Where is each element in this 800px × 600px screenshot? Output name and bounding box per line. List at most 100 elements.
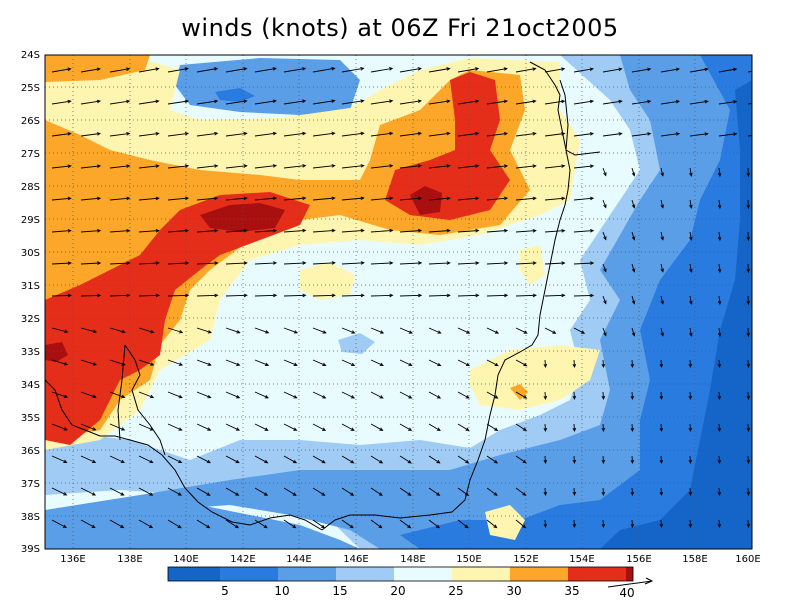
wind-arrow <box>515 423 527 431</box>
wind-arrow <box>486 100 508 105</box>
wind-arrow-head <box>206 459 212 464</box>
wind-arrow <box>51 359 68 366</box>
lat-label: 24S <box>21 50 40 61</box>
wind-arrow <box>341 455 354 464</box>
wind-arrow-head <box>589 132 595 136</box>
colorbar-frame <box>167 566 634 582</box>
wind-arrow-head <box>236 362 241 366</box>
wind-arrow <box>602 231 607 240</box>
wind-arrow-head <box>360 164 365 168</box>
wind-arrow-head <box>601 363 606 369</box>
field-10-15-north <box>175 58 360 115</box>
latitude-axis: 24S 25S 26S 27S 28S 29S 30S 31S 32S 33S … <box>21 50 40 555</box>
wind-arrow <box>196 391 211 399</box>
wind-arrow-head <box>503 99 509 104</box>
wind-arrow <box>370 519 382 529</box>
wind-arrow <box>631 487 633 496</box>
wind-arrow-head <box>302 164 307 168</box>
wind-arrow <box>660 391 662 400</box>
wind-arrow-head <box>475 164 480 168</box>
wind-arrow <box>428 294 450 297</box>
wind-arrow-head <box>647 99 652 104</box>
lon-label: 142E <box>230 554 255 565</box>
wind-arrow <box>718 455 720 464</box>
colorbar-swatch <box>220 567 278 581</box>
wind-arrow-head <box>475 67 480 71</box>
wind-arrow <box>254 100 276 105</box>
wind-arrow-head <box>503 131 509 136</box>
wind-arrow <box>428 519 440 529</box>
wind-arrow-head <box>265 330 270 334</box>
wind-arrow <box>689 519 691 528</box>
wind-arrow <box>457 262 479 265</box>
wind-arrow <box>631 327 635 336</box>
wind-arrow-head <box>91 492 97 496</box>
wind-arrow <box>167 230 189 233</box>
wind-arrow-head <box>360 228 365 233</box>
wind-arrow <box>283 229 306 233</box>
wind-arrow <box>51 294 71 297</box>
wind-arrow <box>167 68 188 73</box>
wind-arrow <box>138 487 153 496</box>
wind-arrow-head <box>331 131 336 136</box>
wind-arrow-head <box>493 459 498 464</box>
wind-arrow <box>747 359 749 368</box>
wind-arrow <box>109 327 126 333</box>
wind-arrow <box>486 519 497 528</box>
wind-arrow <box>399 165 422 169</box>
wind-arrow-head <box>91 524 96 528</box>
wind-arrow <box>138 327 154 333</box>
wind-arrow-head <box>717 268 722 274</box>
colorbar-swatch <box>626 567 633 581</box>
wind-arrow-head <box>580 330 586 334</box>
wind-arrow <box>631 68 651 73</box>
wind-arrow-head <box>552 330 557 334</box>
colorbar-label: 30 <box>506 584 521 598</box>
wind-arrow <box>718 519 720 528</box>
wind-arrow <box>196 487 211 496</box>
wind-arrow-head <box>494 395 499 399</box>
wind-arrow-head <box>704 99 709 104</box>
wind-arrow <box>312 229 335 233</box>
wind-arrow <box>689 68 708 73</box>
lon-label: 138E <box>117 554 142 565</box>
wind-arrow <box>341 100 364 105</box>
wind-arrow <box>254 359 269 366</box>
wind-arrow-head <box>67 229 72 233</box>
wind-arrow-head <box>184 164 190 168</box>
wind-arrow-head <box>746 523 751 529</box>
wind-arrow-head <box>589 99 595 104</box>
wind-arrow-head <box>214 99 219 104</box>
wind-arrow-head <box>630 395 635 401</box>
wind-arrow <box>428 165 450 169</box>
wind-arrow-head <box>688 459 693 465</box>
wind-arrow-head <box>675 67 681 72</box>
wind-arrow <box>631 455 633 464</box>
wind-arrow-head <box>689 236 693 241</box>
lon-label: 136E <box>60 554 85 565</box>
wind-arrow <box>660 133 680 137</box>
wind-arrow <box>689 231 692 240</box>
wind-arrow <box>573 133 594 137</box>
wind-arrow <box>370 100 393 105</box>
wind-arrow <box>225 132 247 137</box>
wind-arrow <box>341 165 364 169</box>
wind-arrow <box>254 423 268 431</box>
wind-arrow-head <box>660 268 664 273</box>
wind-arrow-head <box>675 132 681 136</box>
wind-arrow-head <box>155 67 160 71</box>
wind-arrow-head <box>746 395 751 401</box>
wind-arrow <box>167 359 183 366</box>
wind-arrow <box>544 165 565 169</box>
wind-arrow-head <box>149 459 154 464</box>
wind-arrow-head <box>659 395 664 401</box>
wind-arrow-head <box>688 491 693 497</box>
field-25-30-southeast <box>485 505 525 540</box>
wind-arrow-head <box>351 362 356 367</box>
wind-arrow-head <box>292 492 297 496</box>
wind-arrow <box>283 132 306 137</box>
wind-arrow-head <box>264 427 269 431</box>
wind-arrow <box>283 391 297 399</box>
wind-arrow-head <box>704 67 709 72</box>
wind-arrow <box>341 294 364 297</box>
